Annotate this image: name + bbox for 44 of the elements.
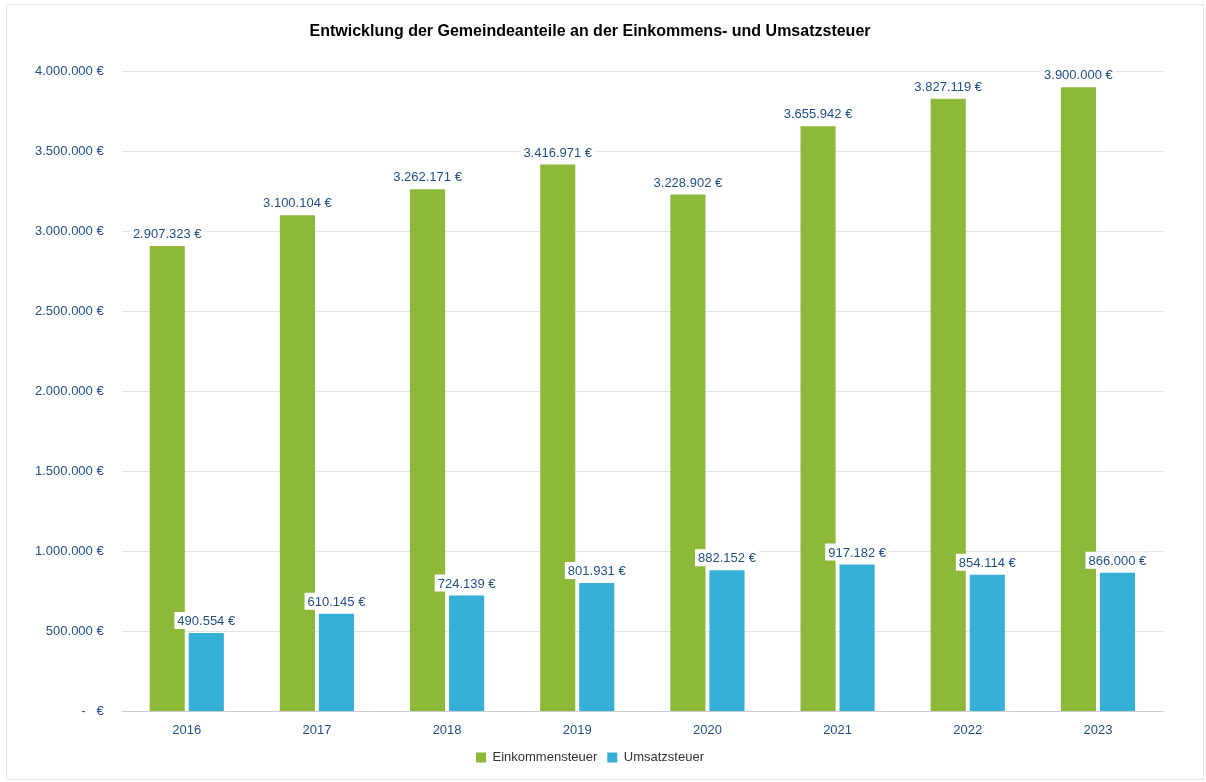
data-label: 3.827.119 € [914,78,983,94]
data-label: 3.655.942 € [783,106,854,122]
x-tick-label: 2020 [692,721,722,737]
bar [839,564,875,711]
legend-label: Einkommensteuer [492,749,598,765]
x-tick-label: 2022 [953,721,983,737]
y-tick-label: 2.000.000 € [34,382,105,398]
data-label: 3.900.000 € [1044,67,1114,83]
data-label: 3.100.104 € [263,195,333,211]
y-tick-label: 3.500.000 € [34,142,105,158]
bar [1099,572,1136,711]
bar [318,613,355,711]
y-tick-label: 500.000 € [45,622,105,638]
x-tick-label: 2017 [302,721,332,737]
data-label: 801.931 € [567,563,627,579]
x-tick-label: 2021 [823,721,853,737]
x-tick-label: 2019 [562,721,592,737]
y-tick-label: 4.000.000 € [34,62,105,78]
data-label: 866.000 € [1088,552,1148,568]
x-tick-label: 2023 [1083,721,1113,737]
x-tick-label: 2018 [432,721,462,737]
bar [188,632,224,711]
data-label: 2.907.323 € [132,226,203,242]
data-label: 917.182 € [828,544,887,560]
data-label: 882.152 € [698,550,757,566]
bar [449,595,485,711]
y-tick-label: 3.000.000 € [34,222,105,238]
bar [969,574,1005,711]
chart-title: Entwicklung der Gemeindeanteile an der Einkommens- und Umsatzsteuer [309,22,871,40]
y-tick-label: 1.500.000 € [34,462,105,478]
data-label: 3.416.971 € [523,144,593,160]
bar [579,583,615,711]
data-label: 3.262.171 € [393,169,463,185]
y-tick-label: - € [81,702,105,718]
data-label: 854.114 € [958,554,1017,570]
data-label: 724.139 € [437,575,497,591]
legend-label: Umsatzsteuer [623,749,705,765]
data-label: 610.145 € [307,593,367,609]
y-tick-label: 2.500.000 € [34,302,105,318]
bar [709,570,745,711]
data-label: 3.228.902 € [653,174,723,190]
y-tick-label: 1.000.000 € [34,542,105,558]
x-tick-label: 2016 [172,721,202,737]
data-label: 490.554 € [177,612,236,628]
